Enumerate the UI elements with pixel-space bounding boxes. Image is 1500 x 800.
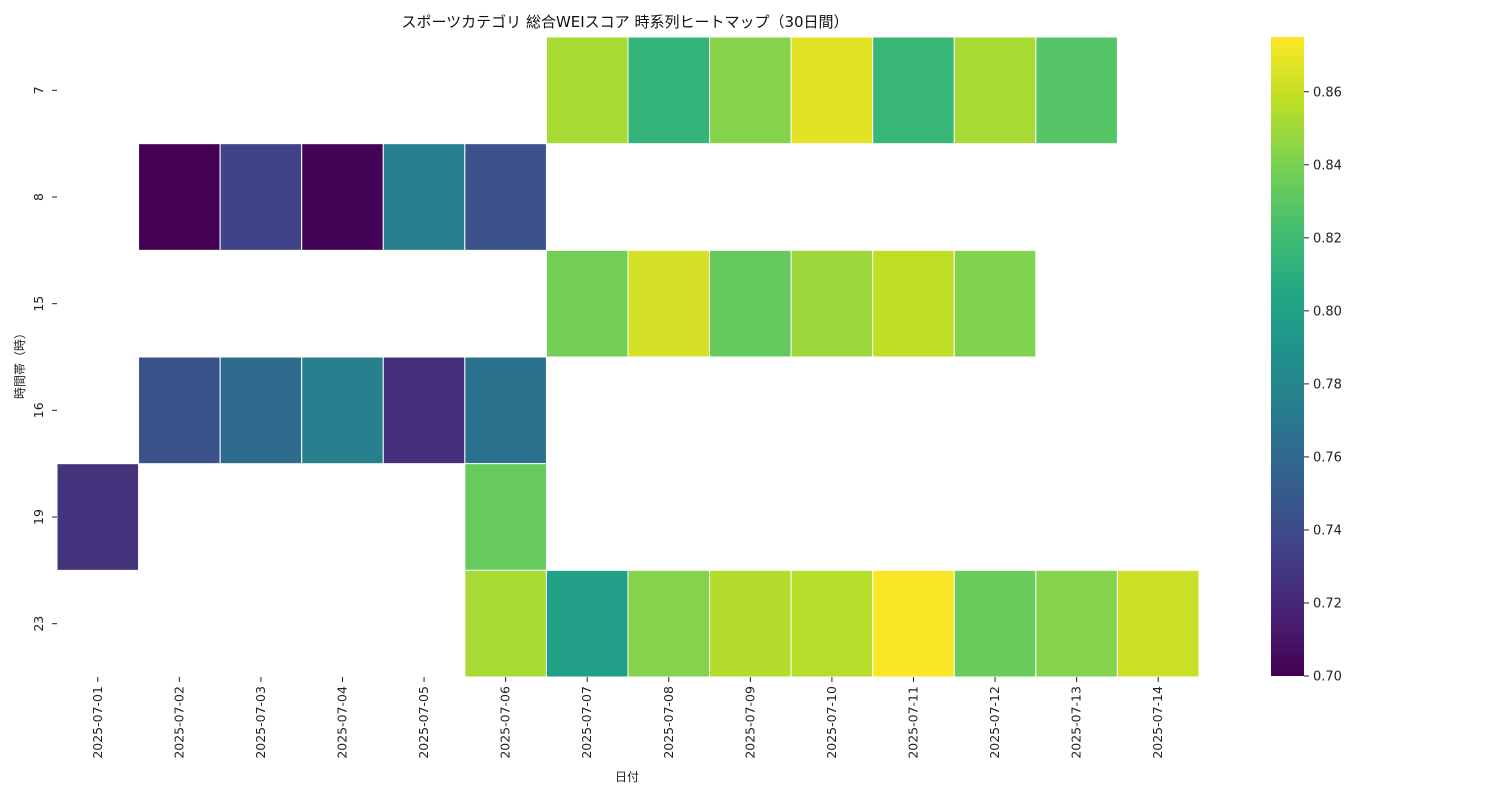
heatmap-cell: [790, 249, 874, 358]
x-tick-label: 2025-07-09: [742, 686, 757, 759]
x-tick-label: 2025-07-02: [171, 686, 186, 759]
heatmap-cell: [709, 569, 792, 678]
colorbar-tick-label: 0.74: [1313, 523, 1342, 538]
x-tick-label: 2025-07-01: [90, 686, 105, 759]
heatmap-cell: [872, 249, 955, 358]
heatmap-cell: [627, 249, 711, 358]
heatmap-cell: [219, 356, 303, 465]
x-tick-label: 2025-07-10: [824, 686, 839, 759]
y-tick-label: 16: [31, 402, 46, 418]
colorbar-tick-label: 0.84: [1313, 158, 1342, 173]
heatmap-cell: [627, 36, 711, 145]
heatmap-cell: [790, 36, 874, 145]
x-tick-label: 2025-07-03: [253, 686, 268, 759]
colorbar-tick-label: 0.80: [1313, 304, 1342, 319]
x-tick-label: 2025-07-07: [579, 686, 594, 759]
x-tick-label: 2025-07-11: [906, 686, 921, 759]
heatmap-cell: [464, 569, 547, 678]
heatmap-cell: [301, 143, 384, 251]
y-tick-label: 19: [31, 509, 46, 525]
heatmap-cell: [464, 463, 547, 571]
y-tick-label: 23: [31, 616, 46, 632]
heatmap-cell: [627, 569, 711, 678]
colorbar-tick-label: 0.76: [1313, 450, 1342, 465]
heatmap-cell: [545, 569, 629, 678]
heatmap-cell: [709, 249, 792, 358]
x-tick-label: 2025-07-06: [498, 686, 513, 759]
heatmap-cell: [545, 249, 629, 358]
y-axis-label: 時間帯（時）: [13, 327, 27, 399]
heatmap-cell: [56, 463, 140, 571]
heatmap-cells: [56, 36, 1200, 678]
x-axis-label: 日付: [615, 770, 639, 784]
heatmap-cell: [1035, 569, 1118, 678]
heatmap-cell: [790, 569, 874, 678]
heatmap-cell: [872, 569, 955, 678]
heatmap-cell: [138, 356, 221, 465]
heatmap-cell: [872, 36, 955, 145]
chart-title: スポーツカテゴリ 総合WEIスコア 時系列ヒートマップ（30日間）: [401, 13, 848, 31]
y-axis-ticks: 7 8 15 16 19 23: [31, 86, 57, 632]
colorbar-tick-label: 0.72: [1313, 596, 1342, 611]
x-tick-label: 2025-07-04: [335, 686, 350, 759]
colorbar-tick-label: 0.78: [1313, 377, 1342, 392]
colorbar-gradient: [1271, 37, 1304, 676]
y-tick-label: 7: [31, 86, 46, 94]
heatmap-cell: [953, 569, 1037, 678]
heatmap-cell: [382, 356, 466, 465]
colorbar-tick-label: 0.86: [1313, 85, 1342, 100]
x-axis-ticks: 2025-07-01 2025-07-02 2025-07-03 2025-07-04…: [90, 677, 1165, 759]
heatmap-cell: [219, 143, 303, 251]
x-tick-label: 2025-07-14: [1150, 686, 1165, 759]
colorbar: 0.70 0.72 0.74 0.76 0.78 0.80 0.82 0.84 0.86: [1271, 37, 1342, 685]
y-tick-label: 8: [31, 193, 46, 201]
heatmap-cell: [953, 249, 1037, 358]
heatmap-cell: [545, 36, 629, 145]
heatmap-cell: [301, 356, 384, 465]
heatmap-cell: [138, 143, 221, 251]
colorbar-tick-label: 0.70: [1313, 670, 1342, 685]
y-tick-label: 15: [31, 296, 46, 312]
x-tick-label: 2025-07-05: [416, 686, 431, 759]
heatmap-cell: [1116, 569, 1200, 678]
colorbar-tick-label: 0.82: [1313, 231, 1342, 246]
heatmap-cell: [382, 143, 466, 251]
heatmap-cell: [1035, 36, 1118, 145]
heatmap-cell: [709, 36, 792, 145]
heatmap-cell: [953, 36, 1037, 145]
x-tick-label: 2025-07-08: [661, 686, 676, 759]
x-tick-label: 2025-07-13: [1069, 686, 1084, 759]
heatmap-cell: [464, 143, 547, 251]
x-tick-label: 2025-07-12: [987, 686, 1002, 759]
heatmap-cell: [464, 356, 547, 465]
